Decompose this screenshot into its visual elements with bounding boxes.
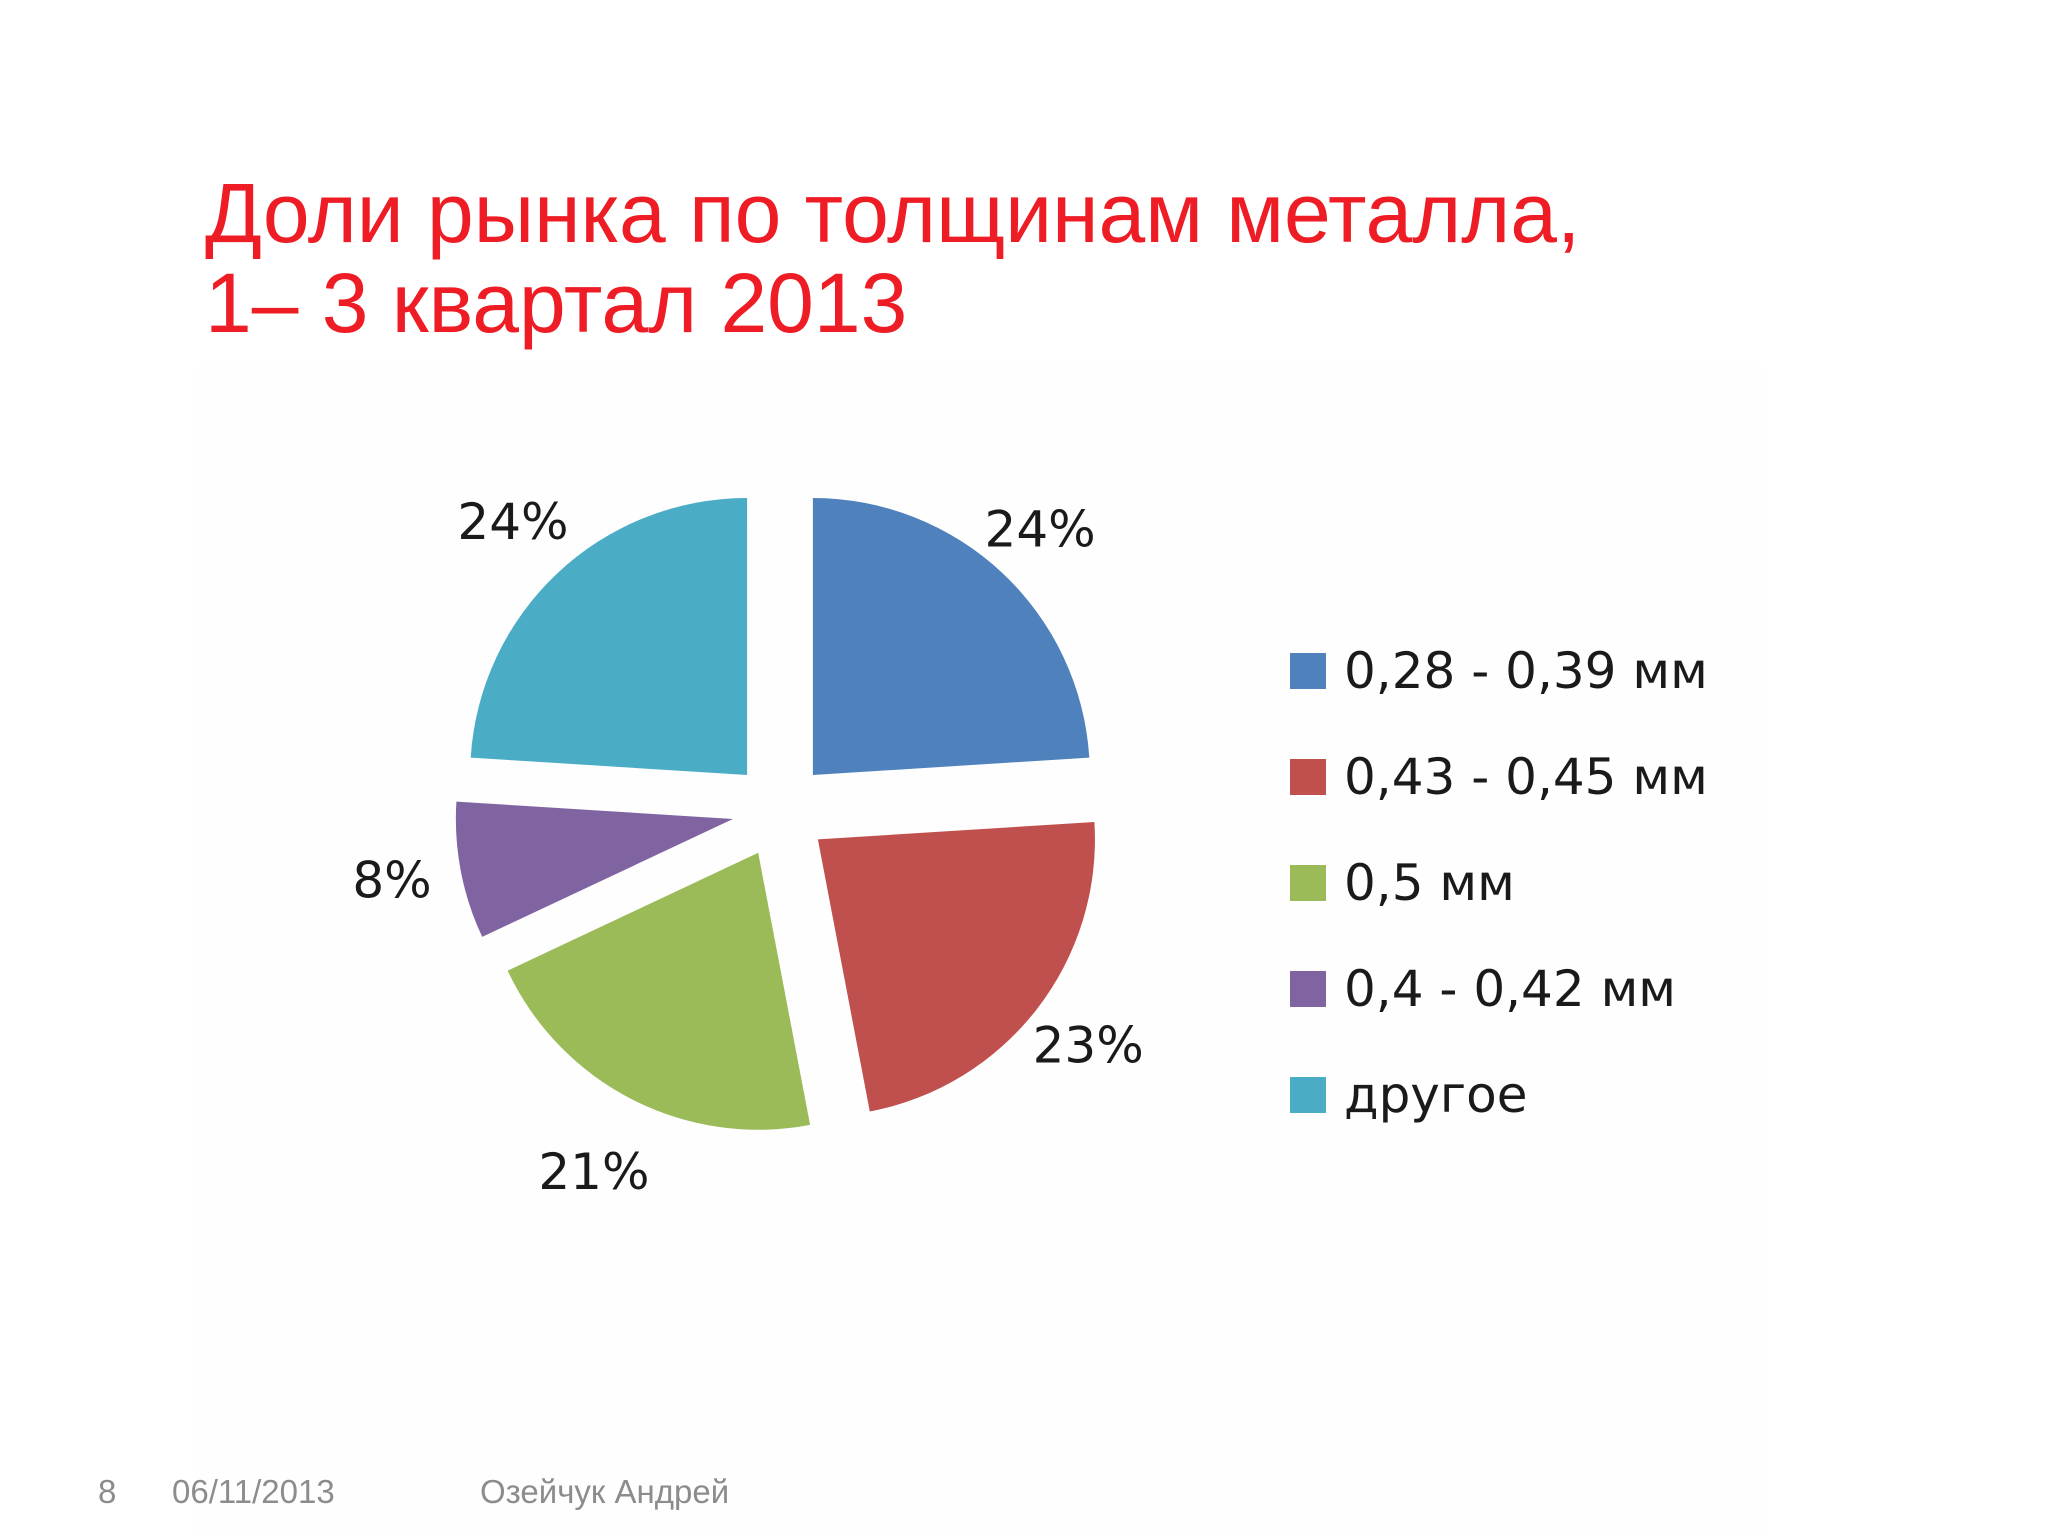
pie-slices — [455, 498, 1095, 1130]
legend-item-0-28-0-39-мм: 0,28 - 0,39 мм — [1290, 618, 1708, 724]
pie-data-label-0-43-0-45-мм: 23% — [1033, 1017, 1144, 1075]
legend-swatch — [1290, 971, 1326, 1007]
slide-author: Озейчук Андрей — [480, 1473, 730, 1510]
slide-date: 06/11/2013 — [172, 1473, 335, 1510]
legend-swatch — [1290, 865, 1326, 901]
legend-swatch — [1290, 1077, 1326, 1113]
pie-data-label-другое: 24% — [457, 493, 568, 551]
pie-slice-0-28-0-39-мм — [812, 498, 1090, 775]
pie-slice-0-5-мм — [507, 852, 811, 1130]
slide-title-line-1: Доли рынка по толщинам металла, — [205, 166, 1581, 260]
pie-data-label-0-4-0-42-мм: 8% — [352, 852, 431, 910]
legend-item-другое: другое — [1290, 1042, 1708, 1148]
pie-slice-другое — [470, 498, 748, 775]
pie-slice-0-4-0-42-мм — [455, 801, 733, 937]
legend-label: 0,4 - 0,42 мм — [1344, 960, 1677, 1018]
legend-label: другое — [1344, 1066, 1528, 1124]
pie-slice-0-43-0-45-мм — [817, 822, 1095, 1112]
chart-legend: 0,28 - 0,39 мм 0,43 - 0,45 мм 0,5 мм 0,4 - … — [1290, 618, 1708, 1148]
pie-data-labels: 24% 23% 21% 8% 24% — [352, 493, 1143, 1201]
slide-title-line-2: 1– 3 квартал 2013 — [205, 256, 908, 350]
legend-item-0-5-мм: 0,5 мм — [1290, 830, 1708, 936]
pie-data-label-0-5-мм: 21% — [538, 1143, 649, 1201]
legend-item-0-4-0-42-мм: 0,4 - 0,42 мм — [1290, 936, 1708, 1042]
slide-title: Доли рынка по толщинам металла, 1– 3 ква… — [205, 168, 1905, 348]
legend-item-0-43-0-45-мм: 0,43 - 0,45 мм — [1290, 724, 1708, 830]
legend-label: 0,5 мм — [1344, 854, 1515, 912]
legend-label: 0,28 - 0,39 мм — [1344, 642, 1708, 700]
legend-swatch — [1290, 653, 1326, 689]
pie-data-label-0-28-0-39-мм: 24% — [985, 501, 1096, 559]
slide-number: 8 — [98, 1473, 117, 1510]
legend-swatch — [1290, 759, 1326, 795]
legend-label: 0,43 - 0,45 мм — [1344, 748, 1708, 806]
